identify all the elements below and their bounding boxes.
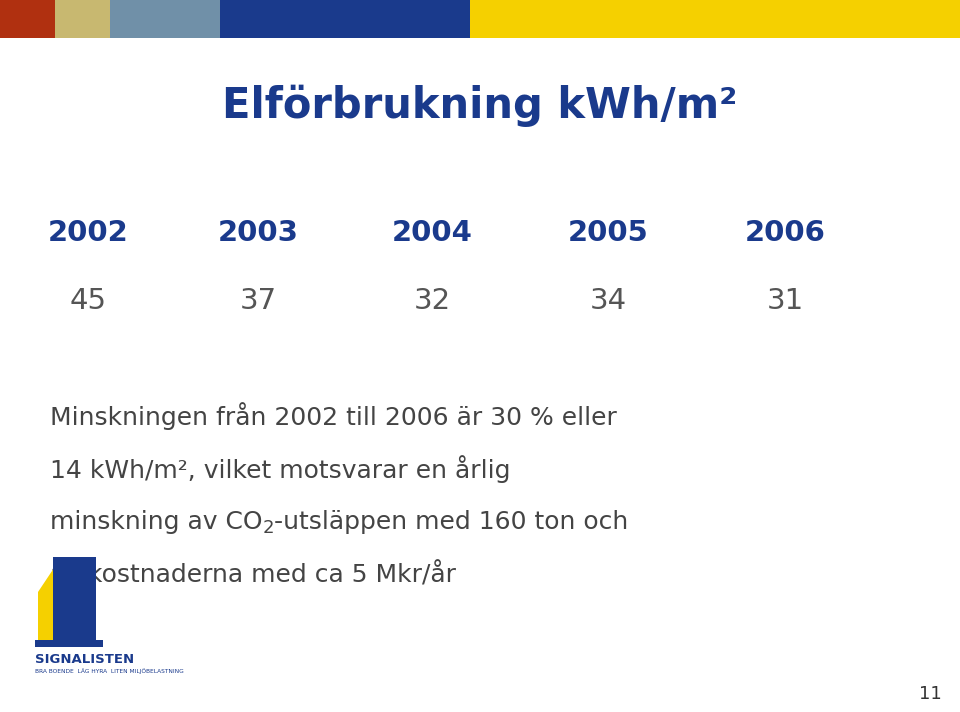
Text: Elförbrukning kWh/m²: Elförbrukning kWh/m² xyxy=(223,85,737,127)
Text: 2006: 2006 xyxy=(745,219,826,247)
Text: 34: 34 xyxy=(589,287,627,315)
Text: -utsläppen med 160 ton och: -utsläppen med 160 ton och xyxy=(274,510,628,534)
Polygon shape xyxy=(38,562,58,642)
Text: av kostnaderna med ca 5 Mkr/år: av kostnaderna med ca 5 Mkr/år xyxy=(50,562,456,587)
Text: 2005: 2005 xyxy=(567,219,648,247)
Text: 2002: 2002 xyxy=(48,219,129,247)
Bar xyxy=(55,0,110,38)
Text: 45: 45 xyxy=(69,287,107,315)
Text: BRA BOENDE  LÄG HYRA  LITEN MILJÖBELASTNING: BRA BOENDE LÄG HYRA LITEN MILJÖBELASTNIN… xyxy=(35,668,183,674)
Bar xyxy=(470,0,960,38)
Text: 11: 11 xyxy=(919,685,942,703)
Text: 31: 31 xyxy=(766,287,804,315)
Polygon shape xyxy=(53,557,96,642)
Text: 14 kWh/m², vilket motsvarar en årlig: 14 kWh/m², vilket motsvarar en årlig xyxy=(50,455,511,483)
Text: Minskningen från 2002 till 2006 är 30 % eller: Minskningen från 2002 till 2006 är 30 % … xyxy=(50,402,617,430)
Text: minskning av CO: minskning av CO xyxy=(50,510,262,534)
Bar xyxy=(35,640,103,647)
Text: SIGNALISTEN: SIGNALISTEN xyxy=(35,653,134,666)
Text: 37: 37 xyxy=(239,287,276,315)
Bar xyxy=(0,0,55,38)
Text: 2004: 2004 xyxy=(392,219,472,247)
Bar xyxy=(220,0,470,38)
Text: 2: 2 xyxy=(262,519,274,537)
Bar xyxy=(110,0,220,38)
Text: 32: 32 xyxy=(414,287,450,315)
Text: 2003: 2003 xyxy=(218,219,299,247)
